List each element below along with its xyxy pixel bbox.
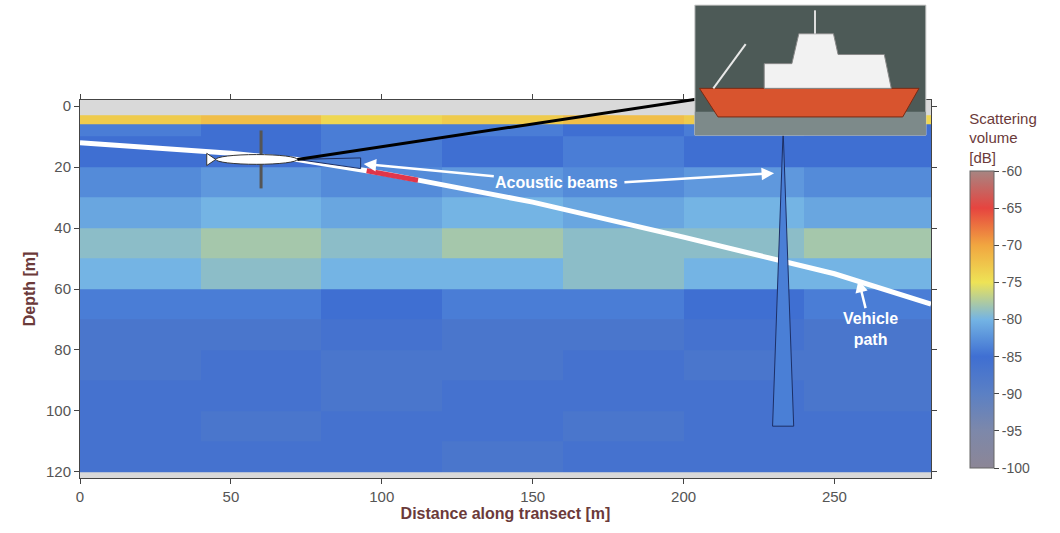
svg-text:​: ​ <box>623 174 624 191</box>
svg-text:-65: -65 <box>1002 200 1022 216</box>
svg-text:Vehiclepath: Vehiclepath <box>843 310 898 348</box>
svg-text:200: 200 <box>671 488 696 505</box>
svg-text:Depth [m]: Depth [m] <box>21 252 38 327</box>
svg-text:100: 100 <box>369 488 394 505</box>
svg-text:100: 100 <box>46 402 71 419</box>
svg-text:-75: -75 <box>1002 274 1022 290</box>
svg-text:Distance along transect [m]: Distance along transect [m] <box>401 505 611 522</box>
svg-text:-100: -100 <box>1002 460 1030 476</box>
svg-text:60: 60 <box>54 280 71 297</box>
svg-text:50: 50 <box>223 488 240 505</box>
svg-text:80: 80 <box>54 341 71 358</box>
svg-text:40: 40 <box>54 219 71 236</box>
svg-text:-70: -70 <box>1002 237 1022 253</box>
svg-text:-60: -60 <box>1002 163 1022 179</box>
svg-text:-95: -95 <box>1002 423 1022 439</box>
svg-text:Scatteringvolume[dB]: Scatteringvolume[dB] <box>969 110 1037 166</box>
svg-text:Acoustic beams: Acoustic beams <box>495 174 618 191</box>
svg-text:250: 250 <box>822 488 847 505</box>
svg-text:-90: -90 <box>1002 386 1022 402</box>
svg-text:-85: -85 <box>1002 349 1022 365</box>
svg-text:-80: -80 <box>1002 311 1022 327</box>
svg-text:20: 20 <box>54 158 71 175</box>
svg-text:0: 0 <box>63 97 71 114</box>
svg-text:0: 0 <box>76 488 84 505</box>
svg-text:120: 120 <box>46 463 71 480</box>
svg-text:150: 150 <box>520 488 545 505</box>
